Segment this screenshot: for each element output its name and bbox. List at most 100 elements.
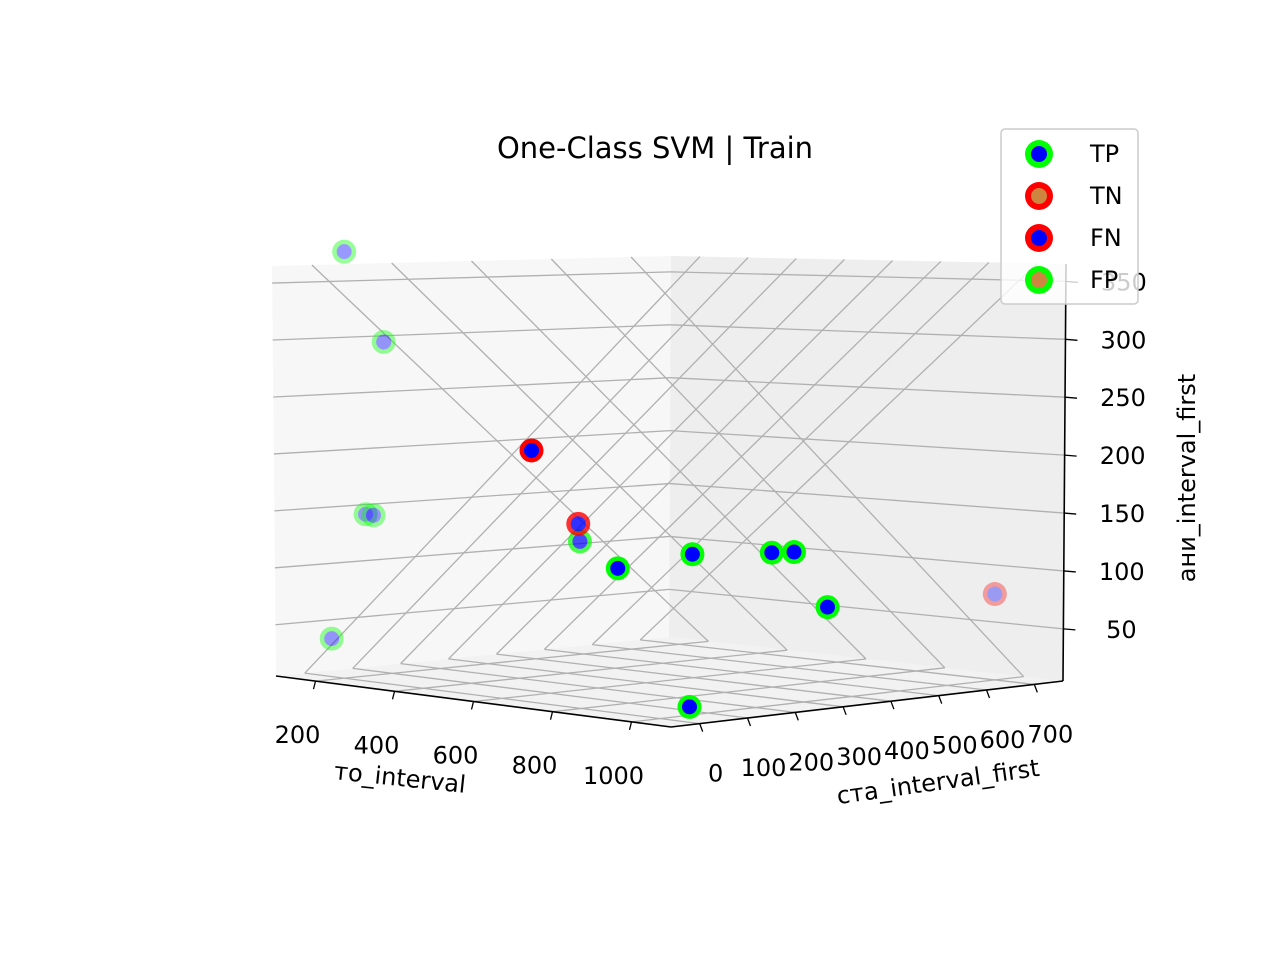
3d-axes-panes — [272, 256, 1066, 727]
y-axis-line — [670, 680, 1064, 728]
point-inner-dot — [684, 546, 700, 562]
legend: TP TN FN FP — [1000, 128, 1139, 305]
point-outer-ring — [982, 582, 1007, 607]
x-tick-label: 600 — [433, 742, 479, 770]
x-grid-line — [473, 658, 867, 703]
point-inner-dot — [570, 516, 586, 532]
x-tick — [391, 691, 396, 700]
z-grid-line — [670, 377, 1066, 398]
y-grid-line — [400, 662, 796, 714]
point-inner-dot — [786, 544, 802, 560]
legend-label: TN — [1089, 182, 1123, 210]
legend-marker-inner — [1031, 188, 1047, 204]
z-grid-line — [670, 429, 1065, 456]
z-tick-label: 50 — [1106, 616, 1137, 644]
y-grid-line — [304, 256, 701, 674]
x-tick — [628, 721, 633, 731]
y-tick — [890, 700, 895, 710]
point-outer-ring — [371, 329, 396, 354]
legend-marker-inner — [1031, 230, 1047, 246]
legend-marker-inner — [1031, 146, 1047, 162]
y-tick — [985, 689, 991, 699]
point-outer-ring — [361, 503, 386, 528]
x-tick-label: 200 — [275, 721, 321, 749]
x-grid-line — [630, 256, 1025, 678]
z-grid-line — [272, 271, 671, 284]
scatter-points — [319, 239, 1007, 719]
x-tick — [312, 680, 317, 690]
z-tick — [1063, 570, 1076, 573]
scatter-point-tp — [353, 502, 378, 527]
y-tick — [699, 723, 704, 732]
z-tick — [1063, 628, 1076, 631]
y-tick — [1033, 684, 1038, 693]
legend-marker-inner — [1031, 272, 1047, 288]
x-grid-line — [471, 260, 867, 660]
y-tick-label: 300 — [836, 743, 882, 771]
z-tick — [1065, 338, 1078, 341]
point-inner-dot — [376, 334, 392, 350]
scatter-point-fn — [566, 511, 591, 536]
legend-frame — [1000, 128, 1139, 305]
point-inner-dot — [610, 560, 626, 576]
y-tick-label: 400 — [884, 737, 930, 765]
y-tick — [938, 695, 943, 704]
legend-item-tn: TN — [1025, 182, 1123, 210]
point-inner-dot — [336, 244, 352, 260]
z-tick — [1064, 396, 1078, 399]
z-tick-label: 250 — [1100, 384, 1146, 412]
z-axis-line — [1062, 263, 1067, 682]
z-tick-label: 200 — [1100, 442, 1146, 470]
scatter-point-tp — [759, 540, 784, 565]
right-back-pane — [669, 256, 1066, 681]
z-grid-line — [670, 271, 1066, 283]
point-inner-dot — [820, 599, 835, 615]
scatter-point-fn — [519, 438, 544, 463]
x-grid-line — [315, 640, 709, 682]
y-grid-line — [592, 643, 987, 691]
point-inner-dot — [358, 506, 374, 522]
point-outer-ring — [353, 502, 378, 527]
point-inner-dot — [764, 545, 780, 561]
y-tick-label: 0 — [708, 760, 723, 788]
scatter-point-tp — [332, 239, 357, 264]
legend-label: FP — [1090, 266, 1118, 294]
scatter-point-tp — [371, 329, 396, 354]
y-grid-line — [496, 653, 891, 702]
x-tick — [549, 711, 554, 720]
z-grid-line — [669, 588, 1064, 630]
z-grid-line — [669, 482, 1065, 514]
z-axis-label: ани_interval_first — [1173, 374, 1201, 582]
legend-item-fn: FN — [1025, 224, 1122, 252]
z-tick — [1064, 512, 1077, 515]
y-tick — [842, 706, 847, 716]
point-outer-ring — [332, 239, 357, 264]
point-inner-dot — [681, 699, 697, 715]
y-grid-line — [640, 639, 1035, 686]
legend-label: FN — [1090, 224, 1122, 252]
z-tick-label: 150 — [1099, 500, 1145, 528]
y-tick-label: 100 — [741, 754, 787, 782]
point-inner-dot — [365, 507, 381, 523]
y-grid-line — [543, 260, 942, 650]
z-grid-line — [275, 588, 670, 626]
y-grid-line — [544, 648, 939, 697]
point-inner-dot — [523, 442, 539, 458]
floor-pane — [276, 637, 1063, 727]
z-grid-line — [273, 377, 671, 398]
y-tick-label: 700 — [1027, 720, 1073, 748]
z-grid-line — [272, 324, 671, 341]
z-tick — [1064, 454, 1077, 457]
x-tick-label: 800 — [512, 752, 558, 780]
y-grid-line — [400, 258, 797, 665]
point-inner-dot — [572, 533, 588, 549]
y-grid-line — [496, 260, 894, 655]
3d-axes-grid — [272, 256, 1066, 725]
legend-item-tp: TP — [1025, 140, 1119, 168]
scatter-point-tp — [605, 556, 630, 581]
x-tick-label: 1000 — [583, 762, 644, 790]
y-grid-line — [448, 658, 844, 708]
x-tick — [470, 701, 475, 710]
x-grid-line — [552, 667, 945, 713]
